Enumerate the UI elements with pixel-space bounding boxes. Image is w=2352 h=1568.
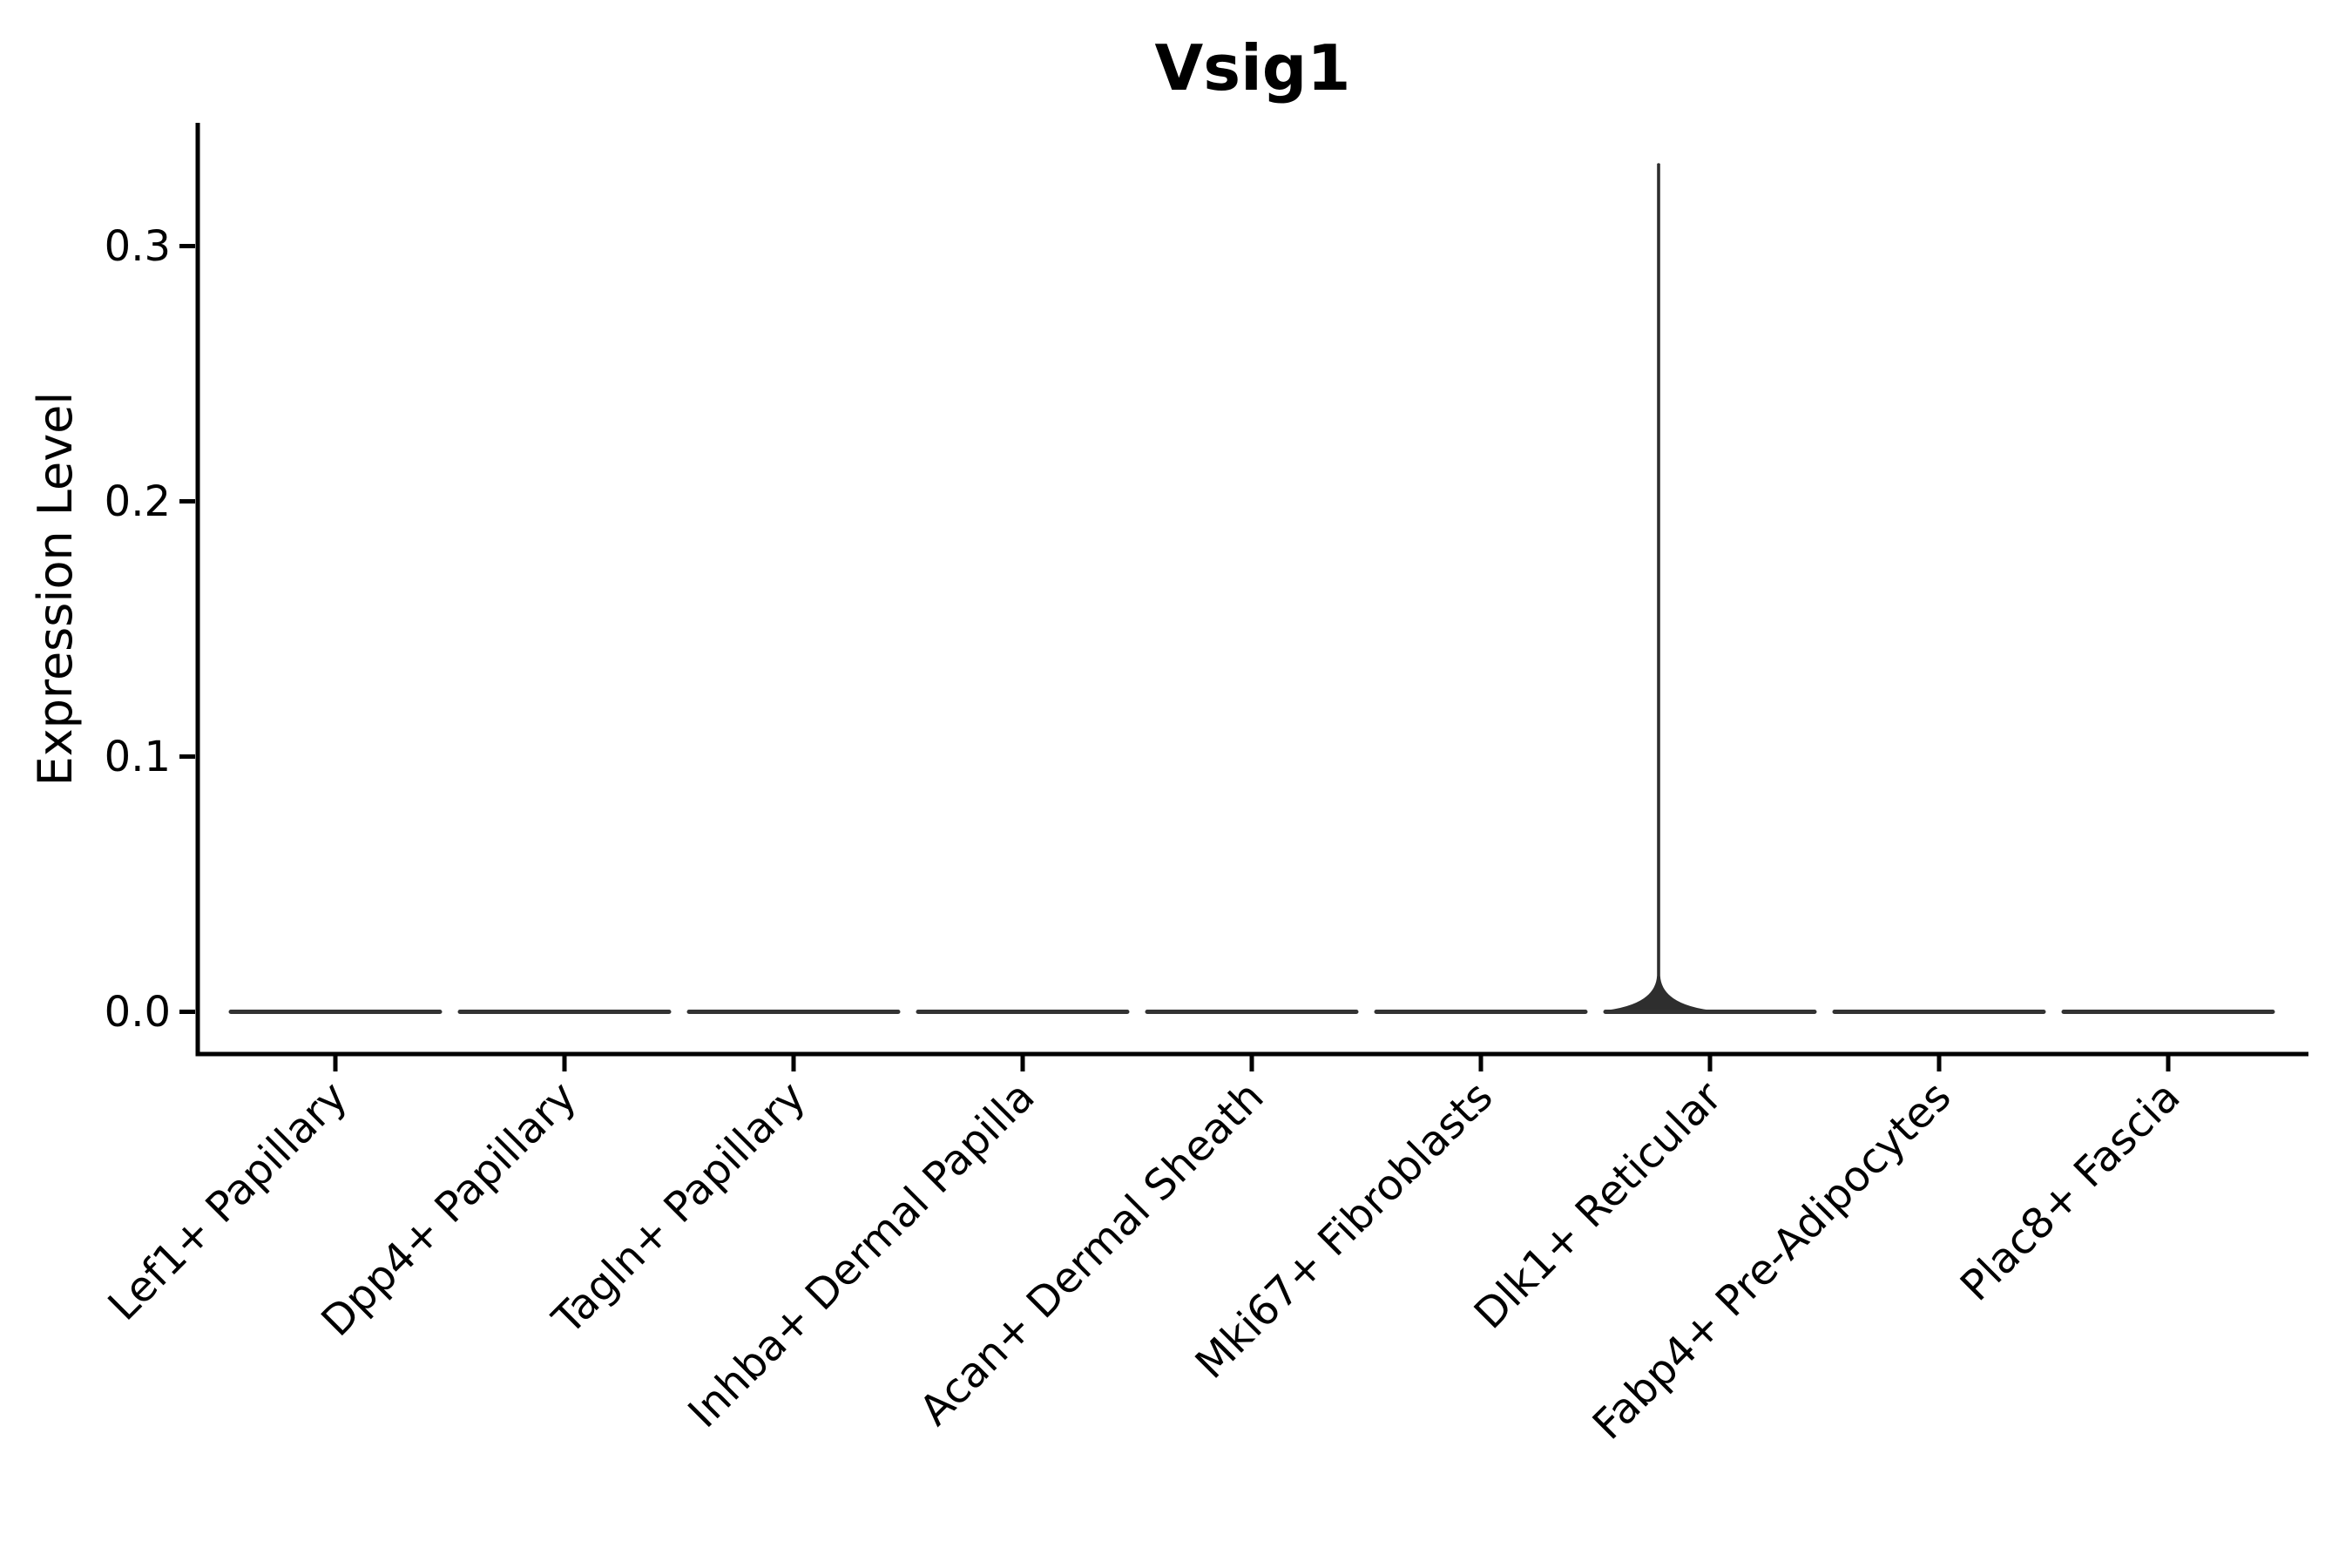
x-tick-label-dlk1-reticular: Dlk1+ Reticular <box>1465 1072 1732 1339</box>
x-tick-labels: Lef1+ Papillary Dpp4+ Papillary Tagln+ P… <box>99 1072 2190 1450</box>
y-tick-label-0.3: 0.3 <box>105 222 171 271</box>
y-tick-marks <box>179 244 195 1014</box>
x-tick-label-lef1-papillary: Lef1+ Papillary <box>99 1072 357 1330</box>
violin-spike-dlk1-reticular <box>1608 163 1709 1010</box>
x-tick-label-plac8-fascia: Plac8+ Fascia <box>1951 1072 2190 1311</box>
y-tick-labels: 0.0 0.1 0.2 0.3 <box>105 222 171 1037</box>
y-tick-label-0.1: 0.1 <box>105 733 171 781</box>
violins <box>228 163 2275 1014</box>
y-axis-label: Expression Level <box>28 392 83 787</box>
y-tick-label-0.0: 0.0 <box>105 988 171 1037</box>
plot-title: Vsig1 <box>1155 31 1351 105</box>
x-tick-label-dpp4-papillary: Dpp4+ Papillary <box>312 1072 585 1346</box>
x-tick-marks <box>333 1054 2171 1071</box>
x-tick-label-tagln-papillary: Tagln+ Papillary <box>543 1072 814 1344</box>
y-tick-label-0.2: 0.2 <box>105 477 171 526</box>
